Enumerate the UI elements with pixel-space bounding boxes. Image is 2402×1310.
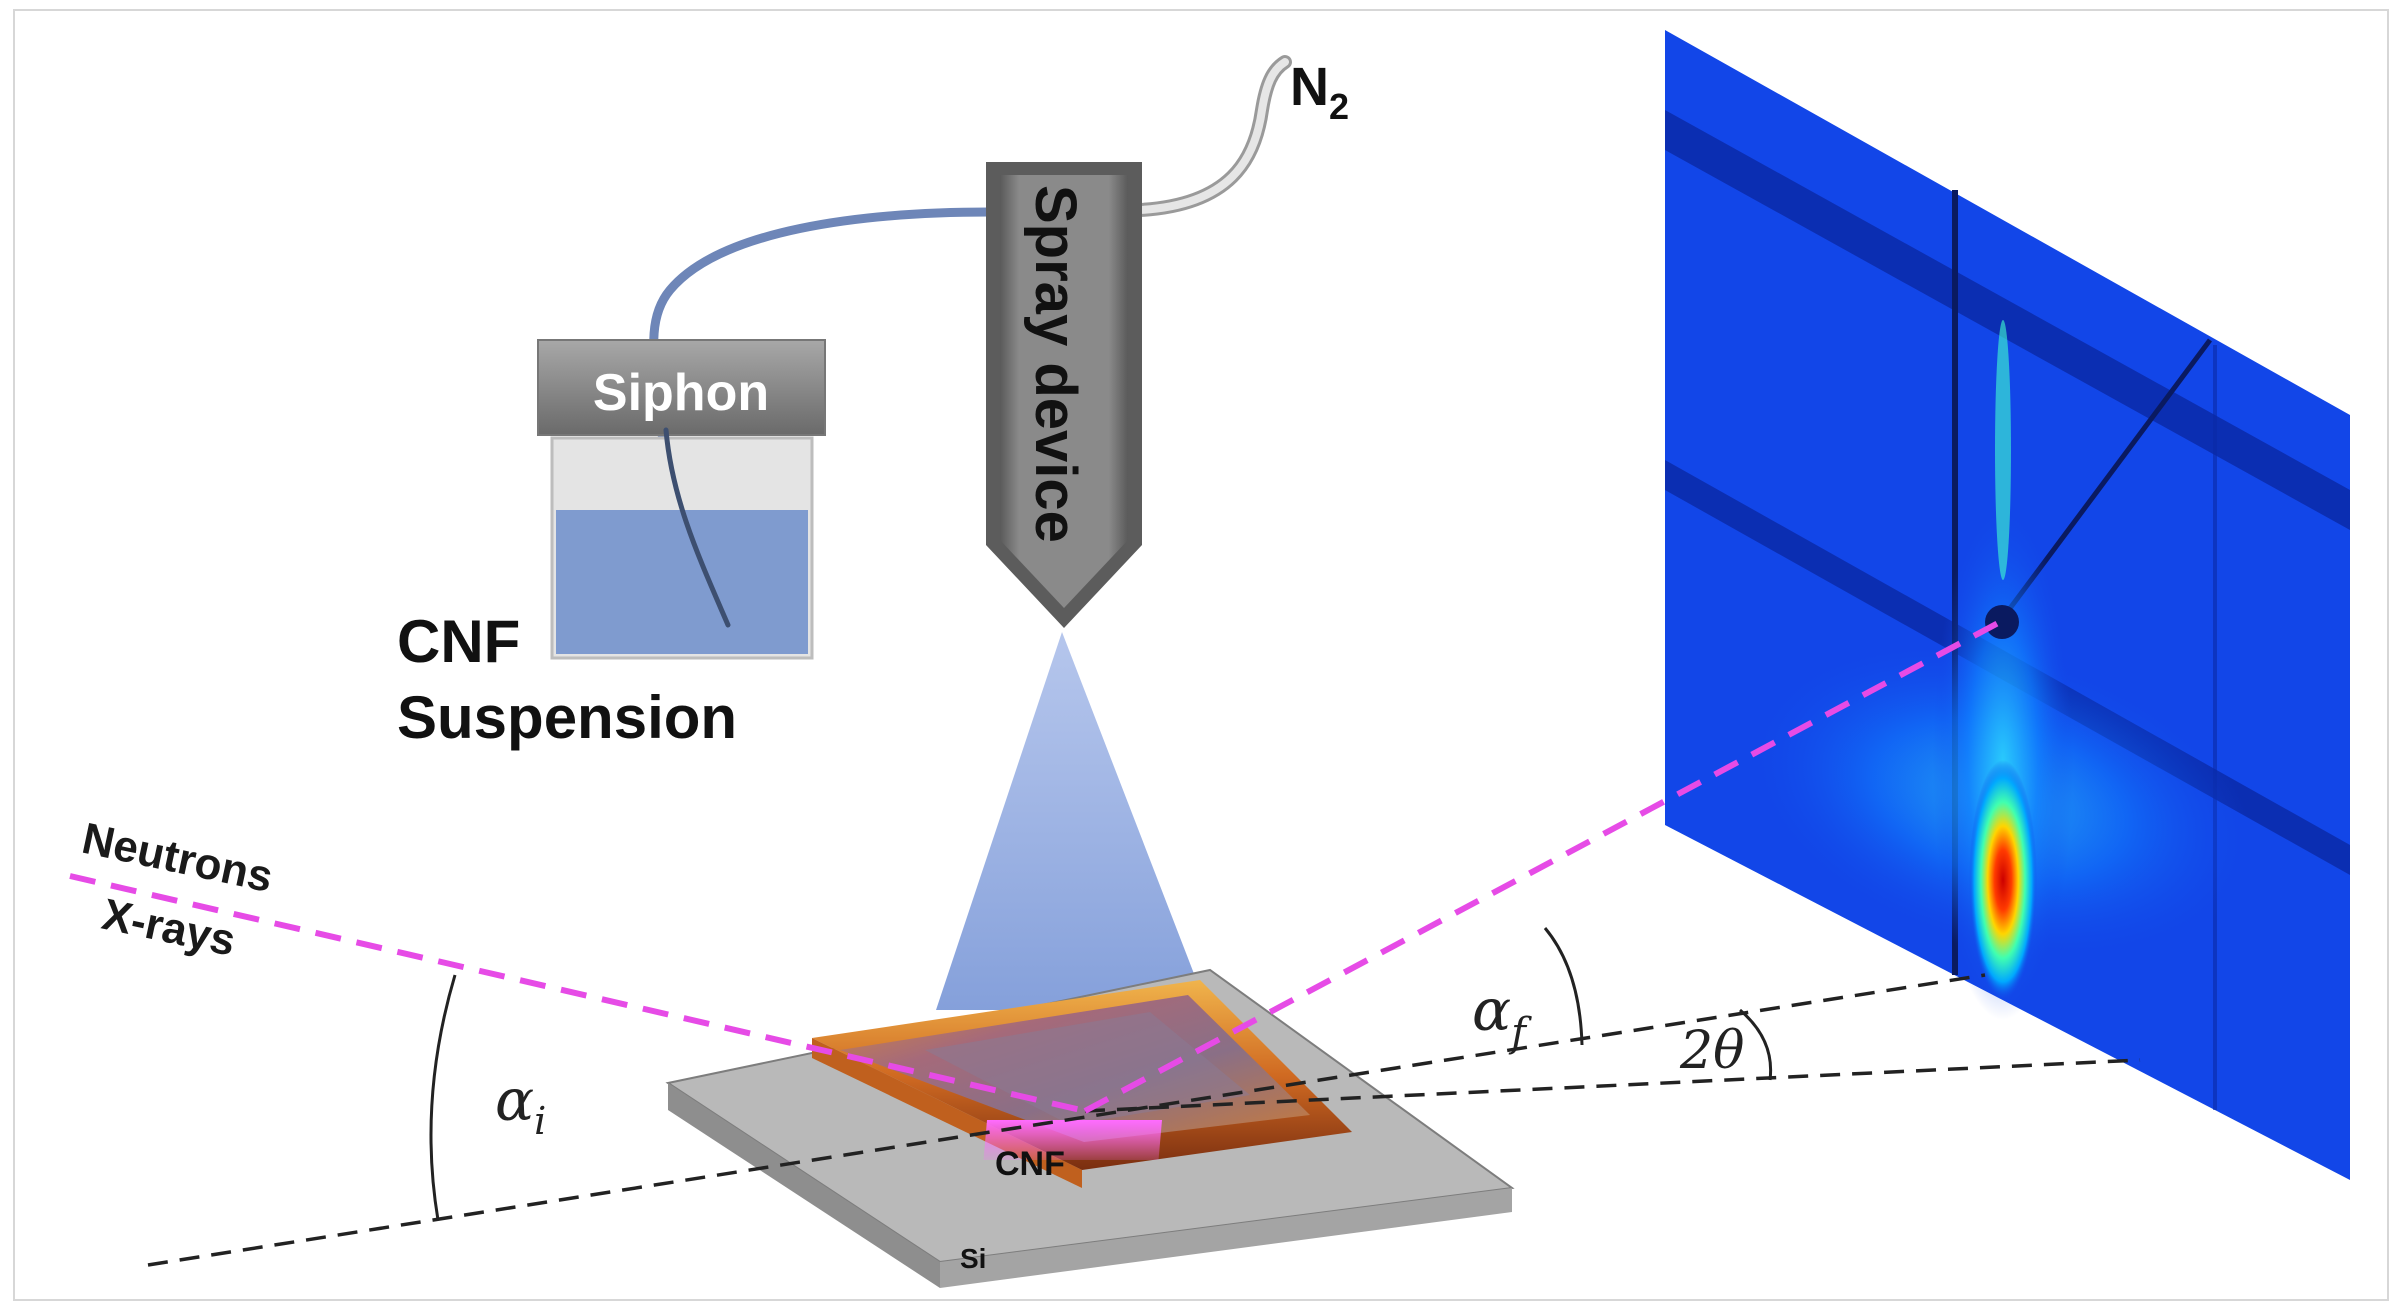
figure-border [13, 9, 2389, 1301]
spray-nozzle-icon [986, 162, 1142, 628]
n2-label: N2 [1290, 57, 1349, 127]
cnf-film-label: CNF [995, 1145, 1065, 1183]
neutrons-label: Neutrons [78, 814, 277, 902]
cnf-suspension-label-line2: Suspension [397, 684, 737, 751]
alpha-i-arc [429, 974, 457, 1221]
si-label: Si [960, 1243, 986, 1274]
spray-device-label: Spray device [1023, 185, 1088, 543]
beam-path [69, 619, 2002, 1114]
reference-lines [147, 973, 2141, 1267]
cnf-suspension-label-line1: CNF [397, 608, 520, 675]
spray-cone [936, 632, 1208, 1010]
alpha-f-label: αf [1472, 976, 1532, 1056]
two-theta-label: 2θ [1679, 1021, 1744, 1081]
alpha-f-arc [1543, 927, 1584, 1046]
two-theta-arc [1739, 1008, 1773, 1081]
beaker-icon [537, 339, 826, 660]
alpha-i-label: αi [495, 1066, 546, 1143]
detector-panel [1665, 30, 2350, 1180]
siphon-label: Siphon [593, 364, 769, 422]
